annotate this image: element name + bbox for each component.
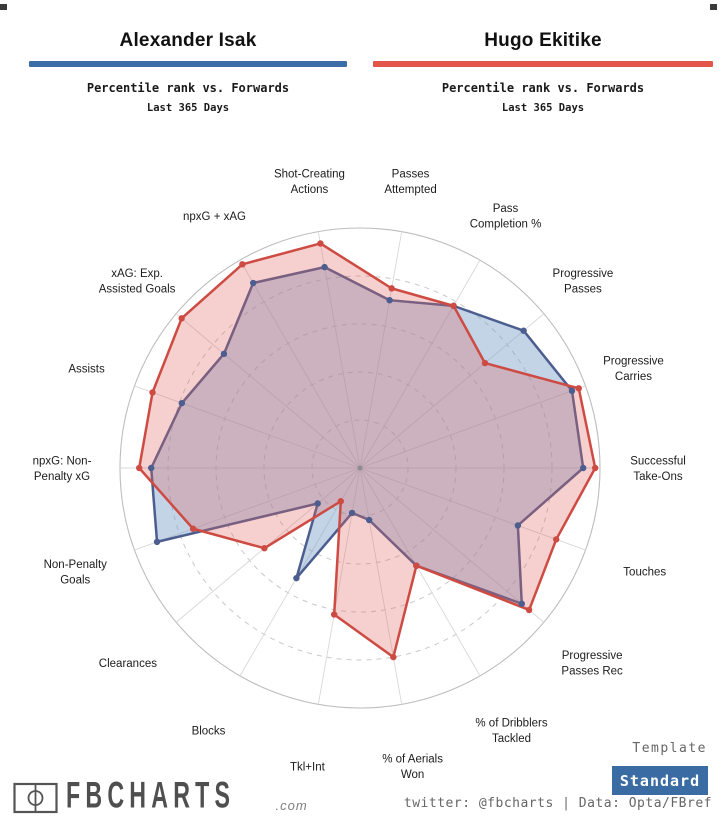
- marker-alexander-isak-tkl-int: [348, 509, 356, 517]
- radar-center-dot: [357, 465, 363, 471]
- radar-spoke-tkl-int: [317, 467, 361, 705]
- axis-label-clearances: Clearances: [99, 658, 157, 670]
- radar-spoke-progressive-carries: [359, 385, 586, 469]
- radar-spoke-of-dribblers-tackled: [359, 467, 481, 677]
- axis-label-pass-completion: Pass Completion %: [470, 203, 542, 231]
- axis-label-shot-creating-actions: Shot-Creating Actions: [274, 169, 345, 197]
- marker-hugo-ekitike-tkl-int: [330, 611, 338, 618]
- radar-spoke-of-aerials-won: [359, 467, 403, 705]
- axis-label-progressive-passes-rec: Progressive Passes Rec: [561, 650, 623, 678]
- axis-label-of-aerials-won: % of Aerials Won: [382, 754, 443, 782]
- player2-subtitle: Percentile rank vs. Forwards: [441, 81, 645, 95]
- axis-label-npxg-non-penalty-xg: npxG: Non-Penalty xG: [33, 455, 92, 483]
- marker-alexander-isak-xag-exp-assisted-goals: [220, 350, 228, 358]
- player2-name: Hugo Ekitike: [484, 30, 602, 51]
- marker-hugo-ekitike-xag-exp-assisted-goals: [178, 315, 185, 322]
- credit-text: twitter: @fbcharts | Data: Opta/FBref: [403, 796, 712, 811]
- player2-period: Last 365 Days: [501, 102, 585, 114]
- marker-hugo-ekitike-progressive-passes: [481, 359, 489, 367]
- corner-artifact: [710, 4, 717, 10]
- axis-label-progressive-passes: Progressive Passes: [553, 268, 614, 296]
- marker-alexander-isak-progressive-carries: [568, 387, 576, 395]
- marker-hugo-ekitike-blocks: [337, 498, 344, 505]
- radar-spoke-pass-completion: [359, 259, 481, 469]
- axis-label-non-penalty-goals: Non-Penalty Goals: [44, 559, 108, 587]
- marker-hugo-ekitike-npxg-non-penalty-xg: [136, 464, 143, 472]
- marker-hugo-ekitike-progressive-passes-rec: [525, 606, 533, 614]
- marker-alexander-isak-successful-take-ons: [580, 464, 587, 472]
- player2-underline: [373, 61, 713, 67]
- marker-alexander-isak-npxg-xag: [250, 279, 257, 287]
- marker-alexander-isak-assists: [178, 399, 186, 407]
- player2-header: Hugo Ekitike Percentile rank vs. Forward…: [373, 30, 713, 114]
- marker-alexander-isak-progressive-passes-rec: [518, 600, 525, 607]
- radar-spoke-touches: [359, 467, 586, 551]
- axis-label-passes-attempted: Passes Attempted: [384, 169, 436, 197]
- player1-header: Alexander Isak Percentile rank vs. Forwa…: [29, 30, 347, 114]
- radar-spoke-progressive-passes: [359, 313, 545, 469]
- brand-text: FBCHARTS: [66, 775, 236, 817]
- axis-label-xag-exp-assisted-goals: xAG: Exp. Assisted Goals: [99, 268, 176, 296]
- axis-label-touches: Touches: [623, 567, 666, 579]
- axis-label-npxg-xag: npxG + xAG: [183, 211, 246, 223]
- template-standard-button[interactable]: Standard: [612, 766, 708, 795]
- marker-alexander-isak-non-penalty-goals: [153, 538, 161, 546]
- brand-tld: .com: [275, 798, 308, 813]
- player1-subtitle: Percentile rank vs. Forwards: [86, 81, 290, 95]
- marker-alexander-isak-passes-attempted: [386, 296, 393, 304]
- radar-spoke-passes-attempted: [359, 231, 403, 469]
- marker-hugo-ekitike-progressive-carries: [575, 385, 582, 392]
- series-polygon-hugo-ekitike: [137, 242, 597, 659]
- marker-hugo-ekitike-pass-completion: [450, 302, 457, 310]
- football-pitch-icon: [13, 782, 58, 814]
- marker-alexander-isak-of-aerials-won: [365, 516, 373, 524]
- axis-label-progressive-carries: Progressive Carries: [603, 356, 664, 384]
- template-label: Template: [632, 741, 707, 756]
- marker-hugo-ekitike-npxg-xag: [239, 261, 246, 268]
- radar-spoke-xag-exp-assisted-goals: [175, 313, 361, 469]
- radar-spoke-assists: [134, 385, 361, 469]
- marker-alexander-isak-blocks: [293, 574, 300, 582]
- marker-hugo-ekitike-touches: [553, 536, 560, 543]
- corner-artifact: [0, 4, 7, 10]
- player1-underline: [29, 61, 347, 67]
- radar-spoke-shot-creating-actions: [317, 231, 361, 469]
- marker-alexander-isak-clearances: [314, 500, 321, 507]
- axis-label-blocks: Blocks: [192, 725, 226, 737]
- radar-spoke-npxg-xag: [239, 259, 361, 469]
- marker-alexander-isak-progressive-passes: [520, 327, 527, 334]
- marker-hugo-ekitike-clearances: [261, 545, 268, 552]
- marker-hugo-ekitike-non-penalty-goals: [189, 525, 197, 532]
- player1-name: Alexander Isak: [119, 30, 257, 51]
- axis-label-assists: Assists: [68, 363, 105, 375]
- radar-spoke-non-penalty-goals: [134, 467, 361, 551]
- marker-alexander-isak-touches: [514, 522, 522, 529]
- marker-hugo-ekitike-assists: [149, 389, 156, 396]
- marker-hugo-ekitike-successful-take-ons: [592, 464, 599, 472]
- marker-alexander-isak-shot-creating-actions: [321, 263, 328, 271]
- radar-spoke-progressive-passes-rec: [359, 467, 545, 623]
- player1-period: Last 365 Days: [146, 102, 230, 114]
- axis-label-tkl-int: Tkl+Int: [290, 761, 326, 773]
- marker-hugo-ekitike-shot-creating-actions: [317, 240, 324, 247]
- axis-label-of-dribblers-tackled: % of Dribblers Tackled: [475, 718, 547, 746]
- axis-label-successful-take-ons: Successful Take-Ons: [630, 455, 686, 483]
- marker-hugo-ekitike-passes-attempted: [388, 285, 395, 292]
- marker-hugo-ekitike-of-dribblers-tackled: [413, 562, 420, 569]
- marker-hugo-ekitike-of-aerials-won: [390, 653, 397, 661]
- marker-alexander-isak-npxg-non-penalty-xg: [148, 464, 155, 472]
- fbcharts-logo: FBCHARTS .com: [13, 778, 308, 815]
